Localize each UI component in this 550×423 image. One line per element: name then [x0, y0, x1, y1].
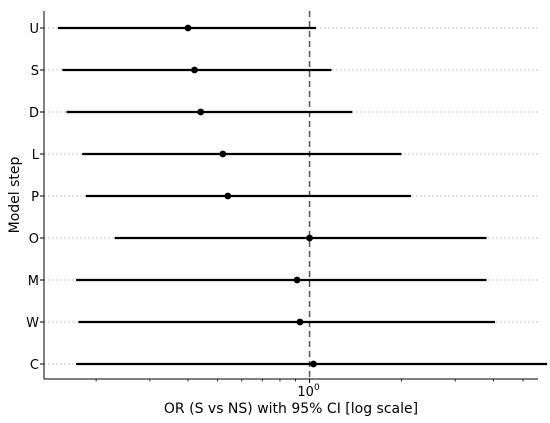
or-point-l [219, 150, 227, 158]
or-point-m [293, 276, 301, 284]
x-axis-label: OR (S vs NS) with 95% CI [log scale] [164, 401, 418, 417]
or-point-c [310, 360, 317, 368]
axes [43, 11, 538, 380]
y-tick-label-l: L [32, 148, 40, 163]
y-tick-label-p: P [31, 190, 39, 205]
or-point-p [224, 192, 232, 200]
y-tick-label-o: O [29, 232, 39, 247]
y-tick-label-c: C [30, 358, 39, 373]
x-ticks: 100 [95, 379, 524, 400]
or-point-d [197, 108, 205, 116]
or-point-s [191, 66, 198, 74]
y-axis-label: Model step [7, 157, 23, 234]
or-point-u [184, 24, 192, 32]
y-tick-label-s: S [31, 64, 39, 79]
x-tick-label: 100 [297, 383, 320, 400]
y-ticks: U S D L P O M W C [26, 22, 44, 373]
or-point-o [306, 234, 313, 242]
y-tick-label-w: W [26, 316, 39, 331]
y-tick-label-d: D [29, 106, 39, 121]
or-points [184, 24, 317, 368]
y-tick-label-m: M [28, 274, 39, 289]
or-point-w [296, 318, 304, 326]
y-tick-label-u: U [29, 22, 39, 37]
